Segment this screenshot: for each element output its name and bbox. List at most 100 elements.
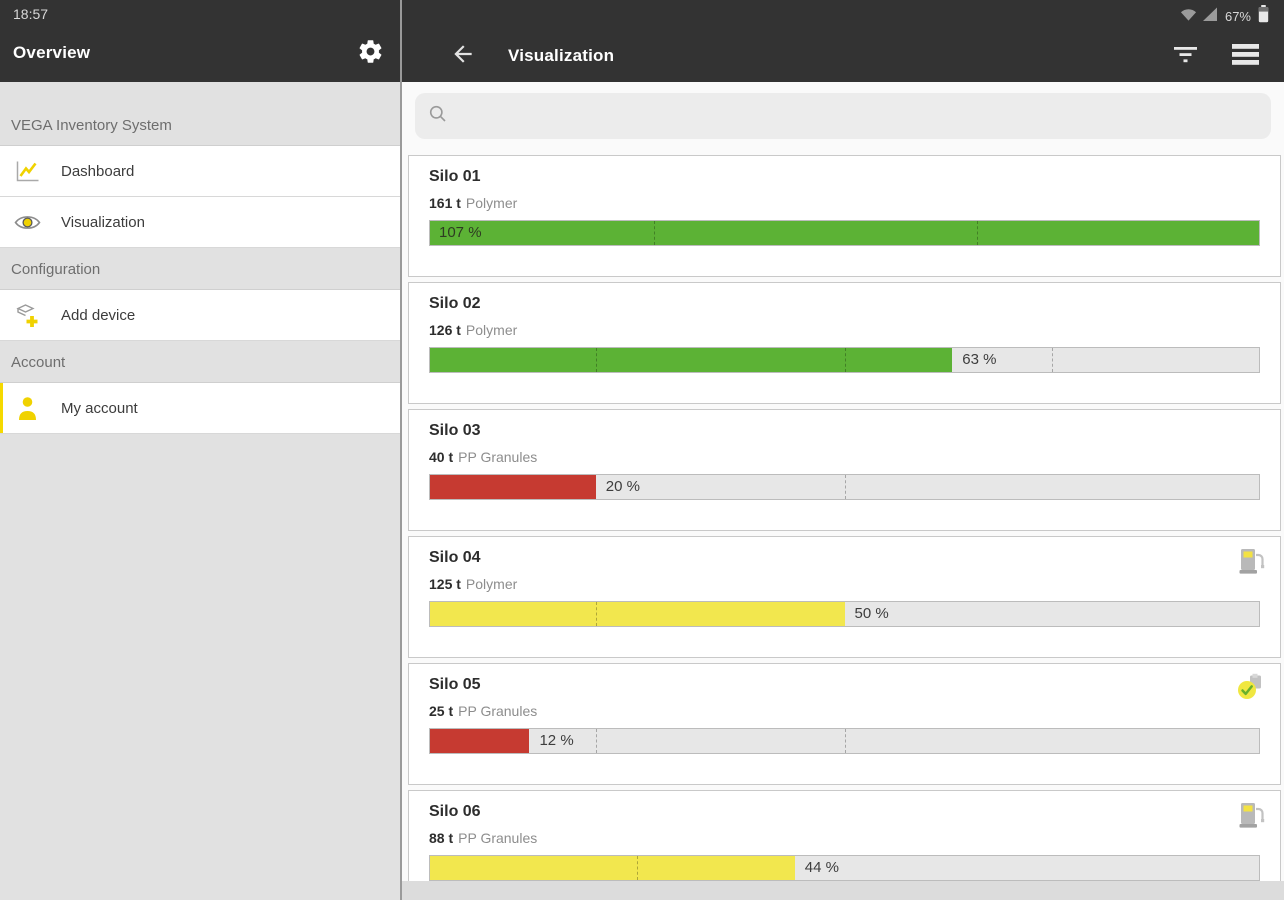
search-input[interactable]: [458, 107, 1258, 125]
person-icon: [13, 396, 41, 421]
silo-amount: 40 t: [429, 449, 454, 465]
menu-button[interactable]: [1229, 41, 1262, 71]
eye-icon: [13, 213, 41, 232]
silo-percent-label: 44 %: [804, 859, 839, 876]
line-chart-icon: [13, 160, 41, 183]
silo-name: Silo 03: [429, 422, 481, 439]
silo-amount: 88 t: [429, 830, 454, 846]
bottom-strip: [402, 881, 1284, 900]
silo-card[interactable]: Silo 01 161 t Polymer 107 %: [408, 155, 1281, 277]
silo-level-fill: [430, 348, 953, 372]
threshold-marker: [844, 729, 846, 753]
back-button[interactable]: [448, 39, 478, 72]
silo-material: Polymer: [465, 576, 518, 592]
delivery-note-icon: [1239, 546, 1265, 582]
sidebar-section-configuration: Configuration: [0, 248, 400, 290]
page-title: Visualization: [508, 45, 615, 65]
silo-level-fill: [430, 856, 795, 880]
silo-card-list: Silo 01 161 t Polymer 107 % Silo 02 126 t…: [408, 155, 1281, 900]
silo-level-bar: 50 %: [429, 601, 1260, 627]
accent-stripe: [0, 383, 3, 433]
sidebar-item-dashboard[interactable]: Dashboard: [0, 146, 400, 197]
main-panel: 67% Visualization: [402, 0, 1284, 900]
statusbar-icons: 67%: [1180, 5, 1269, 28]
sidebar-section-account: Account: [0, 341, 400, 383]
threshold-marker: [977, 221, 979, 245]
silo-content-line: 161 t Polymer: [429, 195, 1260, 211]
silo-card[interactable]: Silo 03 40 t PP Granules 20 %: [408, 409, 1281, 531]
silo-amount: 125 t: [429, 576, 461, 592]
delivery-note-icon: [1239, 800, 1265, 836]
silo-material: PP Granules: [458, 703, 538, 719]
silo-material: PP Granules: [458, 830, 538, 846]
sidebar-filler: [0, 434, 400, 900]
search-icon: [428, 104, 448, 129]
silo-name: Silo 01: [429, 168, 481, 185]
silo-card[interactable]: Silo 05 25 t PP Granules 12 %: [408, 663, 1281, 785]
silo-content-line: 40 t PP Granules: [429, 449, 1260, 465]
threshold-marker: [595, 729, 597, 753]
battery-icon: [1258, 5, 1269, 28]
main-content: Silo 01 161 t Polymer 107 % Silo 02 126 t…: [402, 82, 1284, 900]
sidebar-header: 18:57 Overview: [0, 0, 400, 82]
sidebar: 18:57 Overview VEGA Inventory System Das…: [0, 0, 402, 900]
silo-card[interactable]: Silo 02 126 t Polymer 63 %: [408, 282, 1281, 404]
threshold-marker: [1051, 348, 1053, 372]
silo-percent-label: 12 %: [539, 732, 574, 749]
order-check-icon: [1237, 673, 1265, 707]
sidebar-item-add-device[interactable]: Add device: [0, 290, 400, 341]
battery-percent: 67%: [1224, 9, 1251, 24]
silo-percent-label: 107 %: [439, 224, 482, 241]
silo-level-bar: 44 %: [429, 855, 1260, 881]
filter-button[interactable]: [1170, 42, 1201, 70]
silo-content-line: 25 t PP Granules: [429, 703, 1260, 719]
silo-level-fill: [430, 221, 1259, 245]
silo-percent-label: 20 %: [605, 478, 640, 495]
silo-amount: 25 t: [429, 703, 454, 719]
silo-amount: 126 t: [429, 322, 461, 338]
silo-material: Polymer: [465, 322, 518, 338]
silo-name: Silo 04: [429, 549, 481, 566]
settings-button[interactable]: [355, 36, 386, 70]
sidebar-item-label: Visualization: [61, 213, 145, 231]
silo-content-line: 126 t Polymer: [429, 322, 1260, 338]
sidebar-item-label: Add device: [61, 306, 136, 324]
silo-content-line: 88 t PP Granules: [429, 830, 1260, 846]
sidebar-title: Overview: [13, 43, 91, 62]
silo-percent-label: 50 %: [854, 605, 889, 622]
threshold-marker: [595, 348, 597, 372]
silo-content-line: 125 t Polymer: [429, 576, 1260, 592]
signal-icon: [1202, 7, 1218, 26]
network-icon: [1180, 7, 1197, 26]
silo-level-fill: [430, 475, 596, 499]
statusbar-time: 18:57: [13, 6, 49, 22]
gear-icon: [357, 38, 384, 68]
silo-level-fill: [430, 729, 530, 753]
main-header: 67% Visualization: [402, 0, 1284, 82]
search-bar[interactable]: [415, 93, 1271, 139]
silo-name: Silo 05: [429, 676, 481, 693]
sidebar-item-label: My account: [61, 399, 138, 417]
add-device-icon: [13, 303, 41, 328]
silo-card[interactable]: Silo 04 125 t Polymer 50 %: [408, 536, 1281, 658]
silo-level-bar: 12 %: [429, 728, 1260, 754]
sidebar-item-my-account[interactable]: My account: [0, 383, 400, 434]
threshold-marker: [844, 475, 846, 499]
silo-material: PP Granules: [458, 449, 538, 465]
threshold-marker: [637, 856, 639, 880]
sidebar-item-label: Dashboard: [61, 162, 135, 180]
threshold-marker: [844, 348, 846, 372]
sidebar-item-visualization[interactable]: Visualization: [0, 197, 400, 248]
threshold-marker: [595, 602, 597, 626]
silo-name: Silo 02: [429, 295, 481, 312]
filter-icon: [1172, 44, 1199, 68]
silo-level-fill: [430, 602, 845, 626]
threshold-marker: [653, 221, 655, 245]
silo-name: Silo 06: [429, 803, 481, 820]
sidebar-section-app: VEGA Inventory System: [0, 82, 400, 146]
silo-material: Polymer: [465, 195, 518, 211]
silo-level-bar: 107 %: [429, 220, 1260, 246]
silo-level-bar: 20 %: [429, 474, 1260, 500]
silo-level-bar: 63 %: [429, 347, 1260, 373]
